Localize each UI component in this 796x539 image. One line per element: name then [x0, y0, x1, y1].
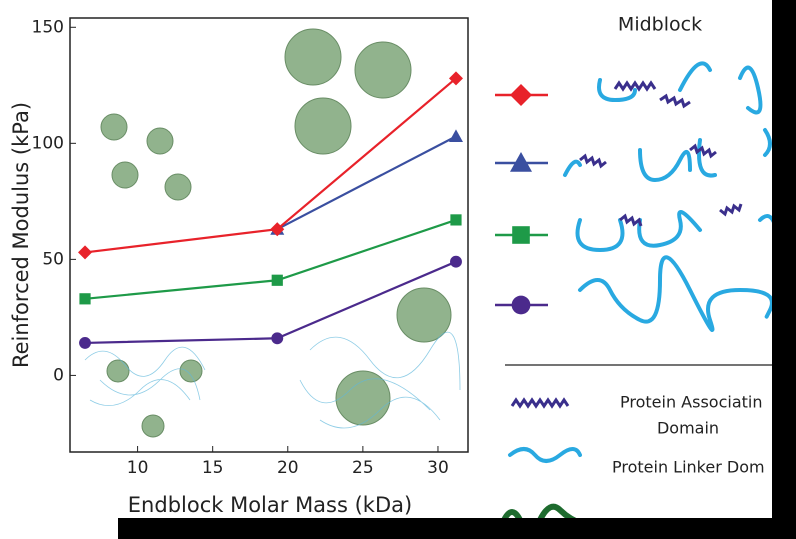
mask [118, 518, 796, 539]
y-axis-label: Reinforced Modulus (kPa) [9, 102, 33, 368]
mask [772, 0, 796, 539]
marker [79, 336, 91, 349]
marker [512, 226, 530, 244]
y-tick-label: 0 [53, 365, 64, 385]
key-label: Protein Associatin [620, 393, 762, 412]
plot-frame [69, 17, 469, 453]
marker [271, 274, 283, 286]
marker [450, 255, 462, 268]
marker [450, 214, 462, 226]
marker [448, 129, 463, 142]
x-tick-label: 20 [277, 458, 299, 478]
x-tick-label: 30 [427, 458, 449, 478]
marker [510, 84, 532, 106]
y-tick-label: 150 [32, 17, 64, 37]
series-line [84, 218, 457, 300]
y-tick-label: 50 [42, 249, 64, 269]
illustrations [84, 28, 782, 538]
x-tick-label: 15 [202, 458, 224, 478]
key-label: Protein Linker Dom [612, 458, 765, 477]
series-line [276, 135, 457, 231]
x-tick-label: 25 [352, 458, 374, 478]
marker [271, 332, 284, 345]
marker [78, 245, 93, 260]
marker [511, 295, 531, 315]
legend-title: Midblock [618, 14, 702, 36]
marker [270, 222, 285, 237]
marker [448, 71, 463, 86]
key-label: Domain [657, 419, 719, 438]
x-axis-label: Endblock Molar Mass (kDa) [128, 493, 412, 517]
y-tick-label: 100 [32, 133, 64, 153]
marker [510, 152, 532, 172]
marker [79, 293, 91, 305]
x-tick-label: 10 [127, 458, 149, 478]
